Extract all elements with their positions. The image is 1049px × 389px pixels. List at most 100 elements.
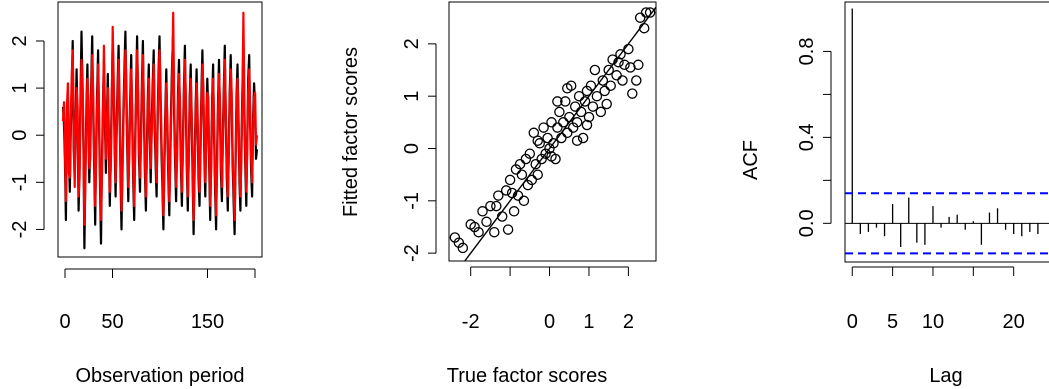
scatter-point bbox=[536, 153, 547, 165]
y-axis-label: ACF bbox=[740, 140, 762, 180]
x-axis: 0 50 150 bbox=[59, 268, 256, 333]
y-tick-label: -1 bbox=[9, 173, 31, 191]
panel-acf: 0 5 10 20 0.0 0.4 0.8 Lag ACF bbox=[740, 1, 1049, 387]
y-axis: -2 -1 0 1 2 bbox=[9, 35, 45, 239]
scatter-point bbox=[552, 96, 563, 107]
y-tick-label: 0.0 bbox=[796, 209, 818, 237]
scatter-point bbox=[548, 138, 559, 149]
y-tick-label: 0 bbox=[401, 143, 423, 154]
scatter-point bbox=[567, 122, 579, 133]
panel-time-series: 0 50 150 -2 -1 0 1 2 Observation period bbox=[9, 1, 263, 387]
scatter-point bbox=[546, 151, 557, 162]
scatter-point bbox=[558, 117, 569, 128]
x-tick-label: 5 bbox=[887, 311, 898, 333]
scatter-point bbox=[571, 117, 583, 128]
x-axis-label: True factor scores bbox=[447, 365, 607, 387]
scatter-point bbox=[491, 200, 502, 212]
plot-frame bbox=[57, 1, 263, 258]
scatter-point bbox=[518, 195, 530, 207]
scatter-point bbox=[611, 70, 622, 81]
scatter-point bbox=[562, 83, 573, 94]
scatter-point bbox=[595, 106, 607, 118]
scatter-point bbox=[538, 122, 549, 133]
scatter-point bbox=[473, 226, 484, 238]
x-tick-label: 20 bbox=[1003, 311, 1025, 333]
scatter-point bbox=[514, 158, 526, 170]
x-tick-label: 0 bbox=[59, 311, 70, 333]
scatter-point bbox=[500, 185, 512, 196]
scatter-point bbox=[591, 90, 603, 102]
scatter-point bbox=[465, 219, 476, 230]
scatter-point bbox=[546, 117, 557, 128]
plot-frame bbox=[844, 1, 1049, 263]
scatter-point bbox=[493, 190, 504, 201]
scatter-point bbox=[481, 216, 492, 228]
scatter-point bbox=[562, 127, 573, 139]
scatter-point bbox=[516, 169, 528, 180]
scatter-point bbox=[573, 90, 585, 102]
scatter-point bbox=[457, 242, 469, 254]
x-tick-label: 50 bbox=[101, 311, 123, 333]
scatter-point bbox=[644, 7, 656, 18]
scatter-point bbox=[583, 111, 595, 123]
plot-frame bbox=[448, 1, 657, 262]
scatter-point bbox=[587, 101, 599, 112]
y-axis: -2 -1 0 1 2 bbox=[401, 38, 437, 262]
y-tick-label: -2 bbox=[401, 244, 423, 262]
x-tick-label: 1 bbox=[583, 311, 594, 333]
scatter-point bbox=[524, 148, 536, 159]
x-tick-label: 2 bbox=[623, 311, 634, 333]
scatter-point bbox=[597, 75, 609, 86]
scatter-point bbox=[617, 75, 628, 86]
scatter-point bbox=[508, 206, 520, 217]
y-tick-label: 1 bbox=[9, 83, 31, 94]
y-axis-label: Fitted factor scores bbox=[340, 47, 362, 217]
reference-line bbox=[464, 6, 657, 262]
x-tick-label: 0 bbox=[847, 311, 858, 333]
scatter-point bbox=[625, 62, 636, 73]
scatter-point bbox=[502, 224, 514, 235]
scatter-point bbox=[631, 75, 642, 86]
scatter-point bbox=[619, 59, 630, 71]
scatter-point bbox=[599, 85, 610, 97]
scatter-point bbox=[577, 132, 589, 144]
y-tick-label: -2 bbox=[9, 221, 31, 239]
y-tick-label: 2 bbox=[9, 35, 31, 46]
scatter-point bbox=[571, 135, 583, 146]
acf-bars bbox=[845, 8, 1049, 255]
scatter-point bbox=[542, 132, 553, 144]
scatter-point bbox=[504, 174, 516, 186]
series-line-red bbox=[61, 11, 259, 226]
scatter-point bbox=[554, 106, 565, 118]
x-tick-label: -2 bbox=[462, 311, 480, 333]
scatter-point bbox=[526, 174, 538, 186]
y-tick-label: 2 bbox=[401, 38, 423, 49]
x-tick-label: 10 bbox=[922, 311, 944, 333]
x-axis-label: Observation period bbox=[76, 365, 245, 387]
x-tick-label: 0 bbox=[544, 311, 555, 333]
scatter-point bbox=[560, 96, 571, 107]
scatter-point bbox=[552, 122, 563, 133]
scatter-point bbox=[601, 98, 612, 110]
scatter-point bbox=[615, 49, 626, 60]
y-tick-label: 0 bbox=[9, 130, 31, 141]
scatter-point bbox=[640, 7, 652, 18]
scatter-point bbox=[489, 226, 500, 238]
y-axis: 0.0 0.4 0.8 bbox=[796, 38, 832, 237]
scatter-point bbox=[634, 12, 646, 23]
scatter-point bbox=[579, 96, 591, 107]
scatter-point bbox=[485, 200, 496, 212]
scatter-point bbox=[534, 138, 545, 149]
y-tick-label: 0.4 bbox=[796, 123, 818, 151]
x-axis: -2 0 1 2 bbox=[462, 266, 634, 333]
scatter-point bbox=[589, 64, 601, 76]
scatter-point bbox=[520, 153, 532, 165]
y-tick-label: 0.8 bbox=[796, 38, 818, 66]
scatter-point bbox=[603, 64, 614, 76]
scatter-point bbox=[532, 169, 543, 180]
scatter-point bbox=[581, 119, 593, 131]
scatter-point bbox=[530, 158, 541, 170]
x-axis: 0 5 10 20 bbox=[847, 266, 1025, 333]
y-tick-label: -1 bbox=[401, 192, 423, 210]
series-lines bbox=[61, 11, 259, 250]
